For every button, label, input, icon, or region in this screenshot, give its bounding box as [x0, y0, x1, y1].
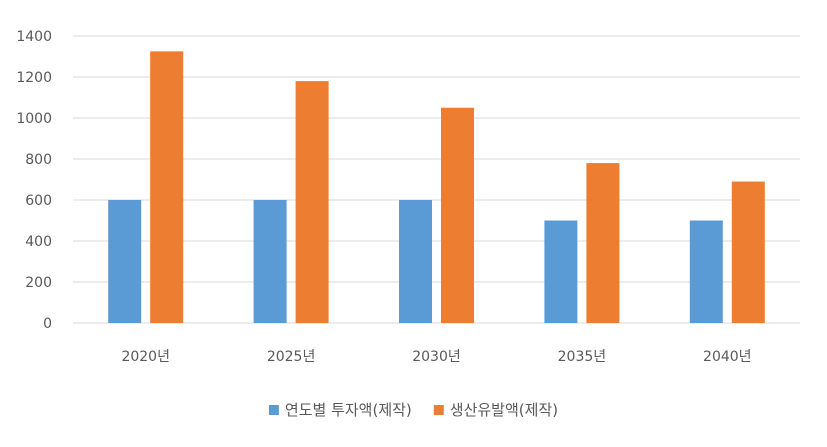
- legend-label: 연도별 투자액(제작): [285, 401, 412, 419]
- x-tick-label: 2020년: [121, 349, 170, 365]
- y-tick-label: 200: [25, 275, 52, 291]
- legend: 연도별 투자액(제작) 생산유발액(제작): [268, 401, 558, 419]
- legend-label: 생산유발액(제작): [450, 401, 558, 419]
- bar-series2-2: [295, 81, 329, 323]
- bars: [108, 51, 765, 323]
- x-tick-label: 2030년: [412, 349, 461, 365]
- legend-swatch: [268, 405, 279, 415]
- bar-series1-4: [544, 220, 578, 323]
- y-tick-label: 400: [25, 234, 52, 250]
- y-tick-label: 1200: [16, 70, 52, 86]
- x-tick-label: 2025년: [267, 349, 316, 365]
- bar-series1-1: [108, 200, 142, 323]
- bar-series2-1: [150, 51, 184, 323]
- bar-series1-2: [253, 200, 287, 323]
- bar-series1-3: [399, 200, 432, 323]
- y-tick-label: 1400: [16, 29, 52, 45]
- x-tick-label: 2040년: [703, 349, 752, 365]
- y-tick-label: 600: [25, 193, 52, 209]
- x-tick-label: 2035년: [558, 349, 607, 365]
- bar-series1-5: [689, 220, 723, 323]
- y-tick-label: 0: [43, 316, 52, 332]
- y-tick-label: 800: [25, 152, 52, 168]
- x-axis-ticks: 2020년 2025년 2030년 2035년 2040년: [121, 349, 751, 365]
- y-tick-label: 1000: [16, 111, 52, 127]
- bar-series2-3: [441, 107, 474, 323]
- bar-series2-5: [731, 181, 765, 323]
- gridlines: [73, 35, 800, 324]
- bar-series2-4: [586, 163, 620, 323]
- legend-swatch: [433, 405, 444, 415]
- y-axis-ticks: 0 200 400 600 800 1000 1200 1400: [16, 29, 52, 332]
